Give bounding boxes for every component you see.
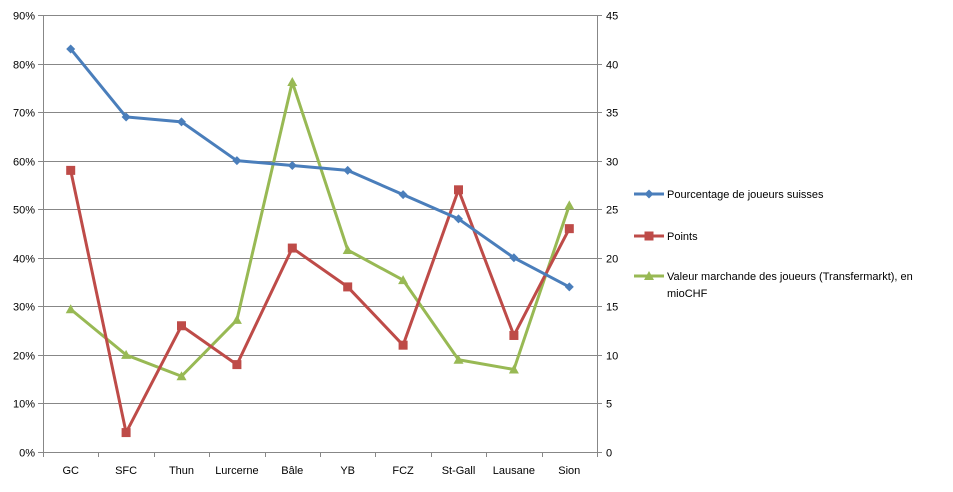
x-axis-tick-label: FCZ	[392, 465, 414, 477]
data-point-diamond	[343, 165, 353, 175]
data-point-triangle	[231, 314, 242, 324]
data-point-square	[287, 243, 297, 253]
data-point-diamond	[644, 189, 654, 199]
x-axis-tick-labels: GC SFC Thun Lurcerne Bâle YB FCZ St-Gall Lausane…	[62, 465, 580, 477]
series-line	[69, 80, 571, 378]
data-point-square	[509, 330, 519, 340]
right-axis-tick-label: 20	[606, 254, 618, 266]
legend-label: Valeur marchande des joueurs (Transferma…	[667, 271, 913, 283]
legend-label: mioCHF	[667, 288, 708, 300]
data-point-diamond	[564, 282, 574, 292]
data-point-diamond	[121, 112, 131, 122]
data-point-diamond	[398, 190, 408, 200]
left-axis-tick-label: 60%	[13, 157, 35, 169]
data-point-square	[66, 165, 76, 175]
left-axis-tick-label: 80%	[13, 60, 35, 72]
left-axis-tick-label: 30%	[13, 302, 35, 314]
legend-entry-2: Valeur marchande des joueurs (Transferma…	[634, 271, 913, 300]
right-axis-tick-label: 10	[606, 351, 618, 363]
x-axis-tick-label: Lausane	[493, 465, 535, 477]
right-axis-tick-labels: 0 5 10 15 20 25 30 35 40 45	[606, 11, 618, 460]
legend: Pourcentage de joueurs suisses Points Vale…	[634, 189, 913, 300]
data-point-square	[454, 185, 463, 195]
data-point-triangle	[508, 364, 519, 374]
data-point-triangle	[398, 275, 409, 285]
data-point-square	[564, 224, 574, 234]
data-point-diamond	[454, 214, 463, 224]
data-point-square	[644, 231, 654, 241]
data-point-diamond	[287, 161, 297, 171]
legend-entry-0: Pourcentage de joueurs suisses	[634, 189, 824, 201]
series-0	[66, 44, 574, 292]
legend-entry-1: Points	[634, 231, 698, 243]
x-axis-tick-label: YB	[340, 465, 355, 477]
data-point-triangle	[176, 371, 187, 381]
data-point-triangle	[121, 349, 132, 359]
x-axis-tick-label: Bâle	[281, 465, 303, 477]
data-point-square	[398, 340, 408, 350]
series	[65, 44, 575, 438]
data-point-diamond	[509, 253, 519, 263]
data-point-triangle	[644, 271, 654, 280]
data-point-triangle	[342, 245, 353, 255]
data-point-triangle	[564, 200, 575, 210]
axes	[38, 15, 602, 457]
left-axis-tick-label: 10%	[13, 399, 35, 411]
x-axis-tick-label: Lurcerne	[215, 465, 258, 477]
right-axis-tick-label: 25	[606, 205, 618, 217]
x-axis-tick-label: Sion	[558, 465, 580, 477]
data-point-triangle	[453, 354, 464, 364]
right-axis-tick-label: 0	[606, 448, 612, 460]
x-axis-tick-label: St-Gall	[442, 465, 476, 477]
series-line	[69, 168, 571, 435]
series-line	[69, 47, 571, 289]
data-point-square	[232, 360, 242, 370]
data-point-triangle	[65, 304, 76, 314]
x-axis-tick-label: GC	[62, 465, 79, 477]
right-axis-tick-label: 30	[606, 157, 618, 169]
left-axis-tick-label: 50%	[13, 205, 35, 217]
legend-label: Pourcentage de joueurs suisses	[667, 189, 824, 201]
data-point-diamond	[177, 117, 186, 127]
gridlines	[43, 15, 597, 404]
right-axis-tick-label: 15	[606, 302, 618, 314]
data-point-diamond	[232, 156, 242, 166]
right-axis-tick-label: 5	[606, 399, 612, 411]
left-axis-tick-label: 90%	[13, 11, 35, 23]
legend-label: Points	[667, 231, 698, 243]
right-axis-tick-label: 45	[606, 11, 618, 23]
right-axis-tick-label: 40	[606, 60, 618, 72]
data-point-square	[121, 428, 131, 438]
data-point-square	[343, 282, 353, 292]
left-axis-tick-label: 0%	[19, 448, 35, 460]
data-point-square	[177, 321, 186, 331]
series-2	[65, 77, 575, 381]
left-axis-tick-label: 40%	[13, 254, 35, 266]
series-1	[66, 165, 574, 438]
right-axis-tick-label: 35	[606, 108, 618, 120]
left-axis-tick-label: 20%	[13, 351, 35, 363]
x-axis-tick-label: Thun	[169, 465, 194, 477]
x-axis-tick-label: SFC	[115, 465, 137, 477]
data-point-triangle	[287, 77, 298, 87]
left-axis-tick-labels: 0% 10% 20% 30% 40% 50% 60% 70% 80% 90%	[13, 11, 35, 460]
data-point-diamond	[66, 44, 76, 54]
left-axis-tick-label: 70%	[13, 108, 35, 120]
